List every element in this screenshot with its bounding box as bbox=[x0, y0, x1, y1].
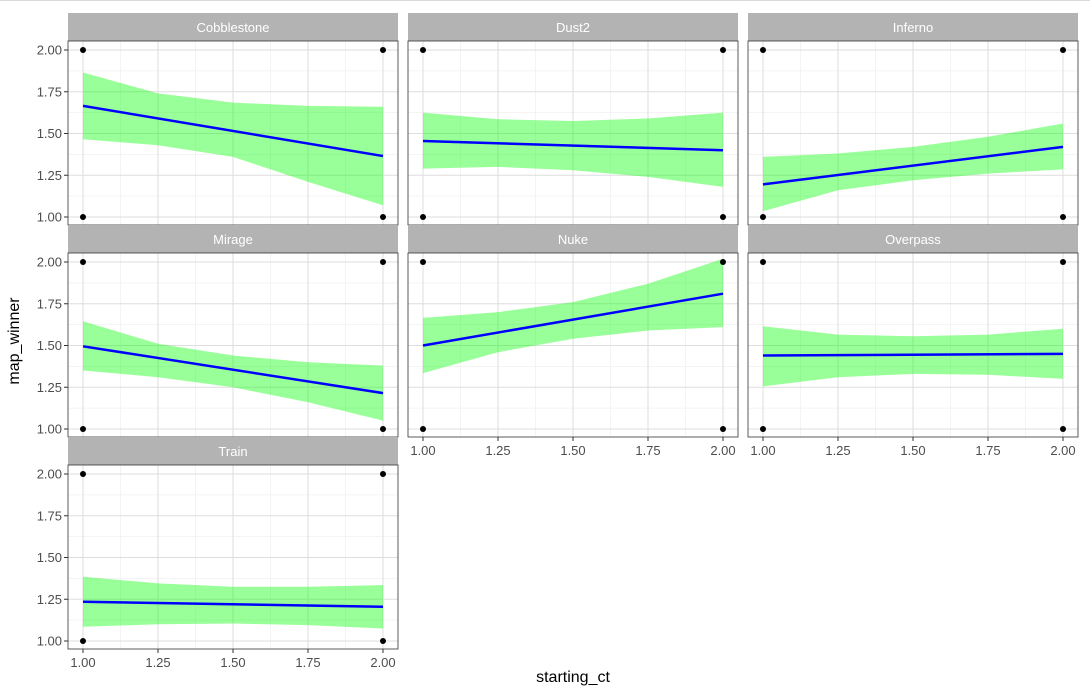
strip-background bbox=[68, 437, 398, 465]
confidence-ribbon bbox=[83, 576, 383, 629]
data-point bbox=[80, 638, 86, 644]
data-point bbox=[380, 47, 386, 53]
panel-train: Train 1.00 1.25 1.50 1.75 2.00 1.00 1.25 1.50 1.7… bbox=[37, 437, 399, 670]
confidence-ribbon bbox=[423, 258, 723, 374]
strip-label: Train bbox=[218, 444, 247, 459]
strip-label: Overpass bbox=[885, 232, 941, 247]
data-point bbox=[720, 426, 726, 432]
fit-line bbox=[82, 104, 384, 158]
x-tick-label: 1.25 bbox=[145, 655, 170, 670]
data-point bbox=[420, 47, 426, 53]
data-point bbox=[720, 47, 726, 53]
y-tick-label: 1.75 bbox=[37, 84, 62, 99]
x-tick-label: 1.50 bbox=[220, 655, 245, 670]
strip-background bbox=[68, 13, 398, 41]
y-axis-title: map_winner bbox=[6, 297, 23, 385]
data-point bbox=[380, 259, 386, 265]
data-point bbox=[80, 471, 86, 477]
data-point bbox=[420, 214, 426, 220]
y-tick-label: 2.00 bbox=[37, 43, 62, 58]
fit-line bbox=[422, 139, 724, 152]
data-point bbox=[80, 47, 86, 53]
strip-label: Inferno bbox=[893, 20, 933, 35]
data-point bbox=[380, 426, 386, 432]
data-point bbox=[380, 214, 386, 220]
x-tick-label: 1.25 bbox=[485, 443, 510, 458]
y-tick-label: 1.50 bbox=[37, 338, 62, 353]
y-tick-label: 2.00 bbox=[37, 467, 62, 482]
y-tick-label: 2.00 bbox=[37, 255, 62, 270]
strip-background bbox=[68, 225, 398, 253]
strip-background bbox=[748, 225, 1078, 253]
confidence-ribbon bbox=[423, 112, 723, 187]
panel-cobblestone: Cobblestone 1.00 1.25 1.50 1.75 2.00 bbox=[37, 13, 399, 226]
x-tick-label: 1.75 bbox=[635, 443, 660, 458]
data-point bbox=[720, 259, 726, 265]
strip-label: Cobblestone bbox=[197, 20, 270, 35]
data-point bbox=[1060, 214, 1066, 220]
data-point bbox=[80, 259, 86, 265]
x-tick-label: 1.25 bbox=[825, 443, 850, 458]
y-tick-label: 1.00 bbox=[37, 634, 62, 649]
data-point bbox=[760, 214, 766, 220]
data-point bbox=[380, 638, 386, 644]
data-point bbox=[80, 214, 86, 220]
panel-nuke: Nuke 1.00 1.25 1.50 1.75 2.00 bbox=[407, 225, 739, 458]
data-point bbox=[1060, 47, 1066, 53]
fit-line bbox=[422, 292, 724, 347]
strip-label: Mirage bbox=[213, 232, 253, 247]
x-tick-label: 1.50 bbox=[900, 443, 925, 458]
strip-label: Nuke bbox=[558, 232, 588, 247]
x-tick-label: 1.75 bbox=[975, 443, 1000, 458]
data-point bbox=[1060, 426, 1066, 432]
data-point bbox=[80, 426, 86, 432]
x-tick-label: 1.50 bbox=[560, 443, 585, 458]
y-tick-label: 1.25 bbox=[37, 380, 62, 395]
fit-line bbox=[762, 352, 1064, 357]
y-tick-label: 1.50 bbox=[37, 126, 62, 141]
fit-line bbox=[82, 600, 384, 609]
y-tick-label: 1.25 bbox=[37, 592, 62, 607]
data-point bbox=[420, 426, 426, 432]
panels-layer: Cobblestone 1.00 1.25 1.50 1.75 2.00 Dust2 Infe… bbox=[37, 13, 1079, 670]
panel-mirage: Mirage 1.00 1.25 1.50 1.75 2.00 bbox=[37, 225, 399, 438]
x-tick-label: 2.00 bbox=[370, 655, 395, 670]
x-axis-title: starting_ct bbox=[536, 669, 610, 686]
data-point bbox=[760, 259, 766, 265]
x-tick-label: 1.75 bbox=[295, 655, 320, 670]
y-tick-label: 1.25 bbox=[37, 168, 62, 183]
confidence-ribbon bbox=[763, 123, 1063, 212]
data-point bbox=[760, 426, 766, 432]
data-point bbox=[760, 47, 766, 53]
data-point bbox=[380, 471, 386, 477]
strip-background bbox=[748, 13, 1078, 41]
y-tick-label: 1.50 bbox=[37, 550, 62, 565]
y-tick-label: 1.75 bbox=[37, 296, 62, 311]
x-tick-label: 2.00 bbox=[1050, 443, 1075, 458]
data-point bbox=[420, 259, 426, 265]
x-tick-label: 2.00 bbox=[710, 443, 735, 458]
data-point bbox=[1060, 259, 1066, 265]
panel-overpass: Overpass 1.00 1.25 1.50 1.75 2.00 bbox=[747, 225, 1079, 458]
x-tick-label: 1.00 bbox=[750, 443, 775, 458]
y-tick-label: 1.00 bbox=[37, 422, 62, 437]
x-tick-label: 1.00 bbox=[70, 655, 95, 670]
strip-background bbox=[408, 225, 738, 253]
panel-inferno: Inferno bbox=[747, 13, 1079, 226]
fit-line bbox=[82, 345, 384, 395]
fit-line bbox=[762, 145, 1064, 186]
confidence-ribbon bbox=[83, 72, 383, 206]
panel-dust2: Dust2 bbox=[407, 13, 739, 226]
strip-label: Dust2 bbox=[556, 20, 590, 35]
data-point bbox=[720, 214, 726, 220]
y-tick-label: 1.00 bbox=[37, 210, 62, 225]
confidence-ribbon bbox=[763, 326, 1063, 387]
y-tick-label: 1.75 bbox=[37, 508, 62, 523]
x-tick-label: 1.00 bbox=[410, 443, 435, 458]
strip-background bbox=[408, 13, 738, 41]
